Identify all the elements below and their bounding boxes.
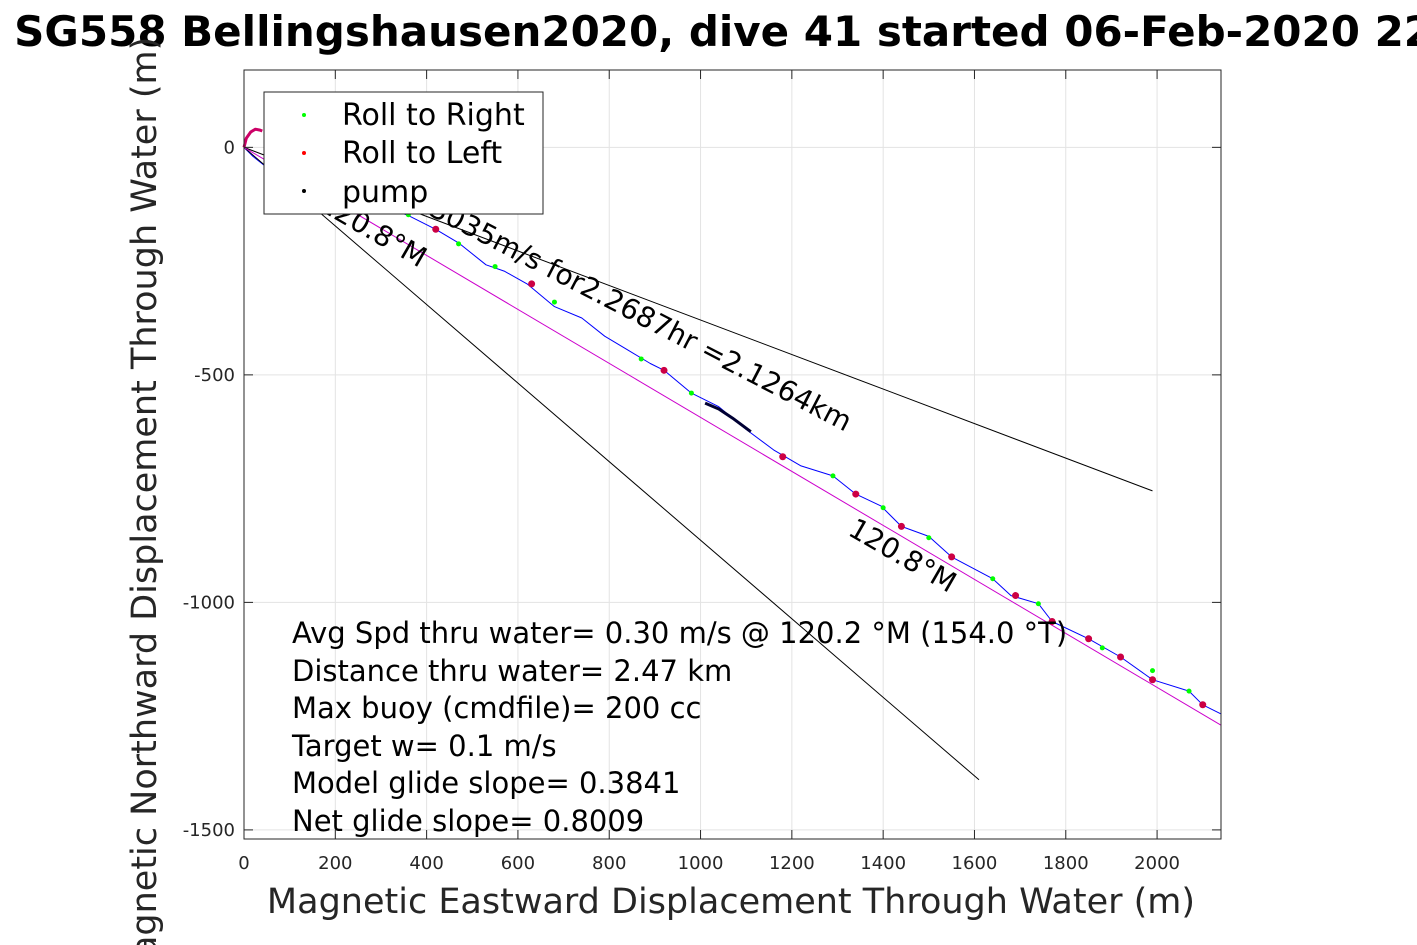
roll-right-point — [551, 299, 557, 305]
legend-label-pump: pump — [342, 175, 428, 210]
series-line-4 — [242, 127, 263, 148]
roll-left-point — [1117, 653, 1125, 661]
annotation-avg-speed: Avg Spd thru water= 0.30 m/s @ 120.2 °M … — [292, 616, 1067, 650]
series-line-2 — [243, 147, 980, 781]
roll-left-point — [948, 553, 956, 561]
grid — [243, 70, 1221, 839]
x-tick-label: 600 — [501, 853, 535, 874]
legend-label-roll-right: Roll to Right — [342, 98, 525, 133]
roll-right-point — [880, 505, 886, 511]
annotation-net-glide: Net glide slope= 0.8009 — [292, 804, 644, 838]
roll-right-point — [456, 241, 462, 247]
roll-right-point — [1099, 645, 1105, 651]
x-tick-label: 0 — [238, 853, 249, 874]
axes-box — [243, 69, 1222, 840]
roll-left-point — [1149, 676, 1157, 684]
legend-label-roll-left: Roll to Left — [342, 136, 502, 171]
legend-marker-pump — [302, 189, 306, 193]
annotation-distance: Distance thru water= 2.47 km — [292, 654, 732, 688]
x-tick-label: 2000 — [1134, 853, 1180, 874]
ticks: 0 200 400 600 800 1000 1200 1400 1600 1800 2000 0 -5… — [183, 70, 1221, 874]
roll-right-point — [1035, 601, 1041, 607]
x-tick-label: 800 — [592, 853, 626, 874]
x-tick-label: 1600 — [952, 853, 998, 874]
roll-right-point — [1186, 688, 1192, 694]
annotation-target-w: Target w= 0.1 m/s — [291, 729, 557, 763]
legend: Roll to Right Roll to Left pump — [263, 91, 544, 215]
y-axis-label: Magnetic Northward Displacement Through … — [125, 37, 165, 945]
roll-right-point — [492, 264, 498, 270]
x-tick-label: 200 — [318, 853, 352, 874]
roll-right-point — [830, 473, 836, 479]
annotation-max-buoy: Max buoy (cmdfile)= 200 cc — [292, 691, 701, 725]
roll-left-point — [897, 522, 905, 530]
y-tick-label: 0 — [224, 137, 235, 158]
roll-left-point — [1012, 592, 1020, 600]
points-layer — [405, 212, 1207, 709]
series-line-5 — [704, 401, 752, 433]
chart-title: SG558 Bellingshausen2020, dive 41 starte… — [14, 7, 1417, 56]
legend-marker-roll-left — [302, 151, 306, 155]
annotation-block: Avg Spd thru water= 0.30 m/s @ 120.2 °M … — [291, 616, 1067, 838]
roll-right-point — [990, 576, 996, 582]
x-tick-label: 1200 — [769, 853, 815, 874]
y-tick-label: -500 — [194, 365, 235, 386]
series-line-3 — [243, 146, 1222, 726]
roll-right-point — [688, 390, 694, 396]
roll-right-point — [638, 356, 644, 362]
x-tick-label: 1000 — [678, 853, 724, 874]
x-tick-label: 400 — [409, 853, 443, 874]
roll-left-point — [1085, 635, 1093, 643]
x-axis-label: Magnetic Eastward Displacement Through W… — [267, 882, 1195, 922]
x-tick-label: 1800 — [1043, 853, 1089, 874]
roll-left-point — [852, 490, 860, 498]
annotation-model-glide: Model glide slope= 0.3841 — [292, 766, 680, 800]
legend-box — [263, 91, 544, 215]
roll-left-point — [432, 225, 440, 233]
roll-left-point — [528, 280, 536, 288]
y-tick-label: -1000 — [183, 592, 235, 613]
roll-right-point — [926, 535, 932, 541]
y-tick-label: -1500 — [183, 820, 235, 841]
roll-left-point — [779, 453, 787, 461]
roll-left-point — [660, 366, 668, 374]
x-tick-label: 1400 — [860, 853, 906, 874]
roll-left-point — [1199, 701, 1207, 709]
roll-left-point — [1048, 617, 1056, 625]
roll-right-point — [1150, 668, 1156, 674]
legend-marker-roll-right — [302, 113, 306, 117]
